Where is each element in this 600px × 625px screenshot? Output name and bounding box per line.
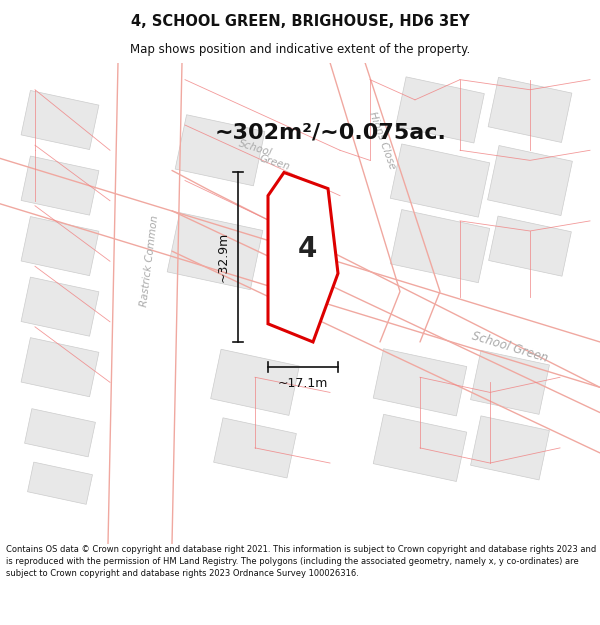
Polygon shape xyxy=(167,213,263,289)
Text: Map shows position and indicative extent of the property.: Map shows position and indicative extent… xyxy=(130,42,470,56)
Polygon shape xyxy=(470,350,550,414)
Text: 4: 4 xyxy=(298,236,317,263)
Polygon shape xyxy=(211,349,299,416)
Polygon shape xyxy=(268,173,338,342)
Text: Green: Green xyxy=(259,153,292,172)
Polygon shape xyxy=(390,209,490,282)
Text: 4, SCHOOL GREEN, BRIGHOUSE, HD6 3EY: 4, SCHOOL GREEN, BRIGHOUSE, HD6 3EY xyxy=(131,14,469,29)
Polygon shape xyxy=(214,418,296,478)
Polygon shape xyxy=(21,91,99,149)
Text: Hions Close: Hions Close xyxy=(367,110,397,171)
Text: ~302m²/~0.075ac.: ~302m²/~0.075ac. xyxy=(215,122,447,142)
Polygon shape xyxy=(488,78,572,142)
Polygon shape xyxy=(488,146,572,216)
Polygon shape xyxy=(25,409,95,457)
Text: Contains OS data © Crown copyright and database right 2021. This information is : Contains OS data © Crown copyright and d… xyxy=(6,546,596,578)
Text: ~17.1m: ~17.1m xyxy=(278,378,328,390)
Polygon shape xyxy=(395,77,484,143)
Text: ~32.9m: ~32.9m xyxy=(217,232,230,282)
Polygon shape xyxy=(488,216,571,276)
Polygon shape xyxy=(28,462,92,504)
Polygon shape xyxy=(21,338,99,397)
Text: Rastrick Common: Rastrick Common xyxy=(139,215,161,308)
Polygon shape xyxy=(175,115,265,186)
Polygon shape xyxy=(390,144,490,217)
Polygon shape xyxy=(21,217,99,276)
Polygon shape xyxy=(373,349,467,416)
Text: School Green: School Green xyxy=(470,329,550,365)
Text: School: School xyxy=(237,138,273,158)
Polygon shape xyxy=(21,156,99,215)
Polygon shape xyxy=(373,414,467,481)
Polygon shape xyxy=(21,277,99,336)
Polygon shape xyxy=(470,416,550,480)
